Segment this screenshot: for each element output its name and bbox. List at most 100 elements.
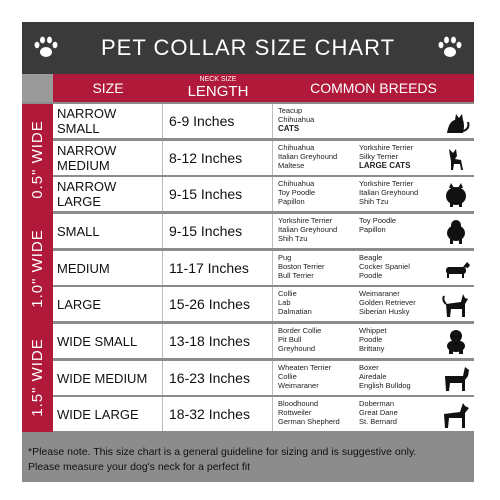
table-row: WIDE MEDIUM 16-23 Inches Wheaten Terrier Co… xyxy=(53,361,474,395)
breed-name: Weimaraner xyxy=(278,381,319,390)
breed-name: German Shepherd xyxy=(278,417,340,426)
width-band-1-0: 1.0" WIDE xyxy=(22,214,53,322)
breed-name: Poodle xyxy=(359,335,383,344)
header-corner xyxy=(22,74,53,102)
breeds-column-1: Pug Boston Terrier Bull Terrier xyxy=(278,253,325,280)
chihuahua-silhouette-icon xyxy=(449,149,463,170)
footnote: *Please note. This size chart is a gener… xyxy=(22,438,474,482)
length-cell: 8-12 Inches xyxy=(163,141,273,175)
breed-name: Wheaten Terrier xyxy=(278,363,332,372)
husky-silhouette-icon xyxy=(442,294,468,317)
breed-name: Italian Greyhound xyxy=(359,188,419,197)
table-header: SIZE NECK SIZE LENGTH COMMON BREEDS xyxy=(53,74,474,102)
width-band-1-5: 1.5" WIDE xyxy=(22,322,53,432)
breeds-column-2: Yorkshire Terrier Silky Terrier LARGE CATS xyxy=(359,143,413,170)
breed-name: St. Bernard xyxy=(359,417,397,426)
size-cell: NARROW MEDIUM xyxy=(53,141,163,175)
breeds-cell: Border Collie Pit Bull Greyhound Whippet Poo… xyxy=(273,324,438,358)
table-row: WIDE LARGE 18-32 Inches Bloodhound Rottweil… xyxy=(53,397,474,431)
breed-name: Yorkshire Terrier xyxy=(278,216,333,225)
size-cell: WIDE MEDIUM xyxy=(53,361,163,395)
breed-name: Poodle xyxy=(359,271,383,280)
breed-name: Doberman xyxy=(359,399,395,408)
width-band-0-5: 0.5" WIDE xyxy=(22,104,53,214)
length-cell: 6-9 Inches xyxy=(163,104,273,138)
breed-name: Toy Poodle xyxy=(278,188,316,197)
cat-silhouette-icon xyxy=(447,114,470,133)
breeds-cell: Bloodhound Rottweiler German Shepherd Dober… xyxy=(273,397,438,431)
length-cell: 13-18 Inches xyxy=(163,324,273,358)
breeds-cell: Collie Lab Dalmatian Weimaraner Golden Retri… xyxy=(273,287,438,321)
table-row: WIDE SMALL 13-18 Inches Border Collie Pit B… xyxy=(53,324,474,358)
breed-name: Shih Tzu xyxy=(359,197,389,206)
breed-name: Collie xyxy=(278,372,297,381)
width-band-label: 1.0" WIDE xyxy=(29,228,47,308)
breed-name: Beagle xyxy=(359,253,383,262)
table-row: SMALL 9-15 Inches Yorkshire Terrier Italian… xyxy=(53,214,474,248)
boxer-silhouette-icon xyxy=(445,367,469,391)
breeds-cell: Chihuahua Italian Greyhound Maltese Yorkshi… xyxy=(273,141,438,175)
breed-name: Chihuahua xyxy=(278,179,315,188)
size-cell: MEDIUM xyxy=(53,251,163,285)
breeds-column-2: Yorkshire Terrier Italian Greyhound Shih T… xyxy=(359,179,418,206)
breeds-column-2: Boxer Airedale English Bulldog xyxy=(359,363,411,390)
breed-name: Whippet xyxy=(359,326,387,335)
breed-name: CATS xyxy=(278,124,300,133)
breed-name: Siberian Husky xyxy=(359,307,410,316)
breed-name: Pug xyxy=(278,253,292,262)
breed-name: Rottweiler xyxy=(278,408,312,417)
breed-name: Papillon xyxy=(359,225,386,234)
size-cell: WIDE LARGE xyxy=(53,397,163,431)
breed-name: Teacup xyxy=(278,106,303,115)
breed-name: Bloodhound xyxy=(278,399,319,408)
breeds-cell: Chihuahua Toy Poodle Papillon Yorkshire Ter… xyxy=(273,177,438,211)
breeds-column-2: Toy Poodle Papillon xyxy=(359,216,396,234)
paw-print-icon xyxy=(438,36,462,57)
length-cell: 18-32 Inches xyxy=(163,397,273,431)
breed-name: Yorkshire Terrier xyxy=(359,143,414,152)
breed-name: Great Dane xyxy=(359,408,398,417)
breed-name: Bull Terrier xyxy=(278,271,314,280)
footnote-line-1: *Please note. This size chart is a gener… xyxy=(28,446,417,458)
breed-name: Silky Terrier xyxy=(359,152,399,161)
breed-name: Weimaraner xyxy=(359,289,400,298)
doberman-silhouette-icon xyxy=(444,403,469,428)
dachshund-silhouette-icon xyxy=(446,262,470,278)
breed-name: LARGE CATS xyxy=(359,161,411,170)
width-band-label: 0.5" WIDE xyxy=(29,119,47,199)
breeds-column-1: Collie Lab Dalmatian xyxy=(278,289,312,316)
header-common-breeds: COMMON BREEDS xyxy=(310,80,437,96)
breeds-cell: Pug Boston Terrier Bull Terrier Beagle Cocke… xyxy=(273,251,438,285)
breed-name: Boston Terrier xyxy=(278,262,325,271)
length-cell: 15-26 Inches xyxy=(163,287,273,321)
length-cell: 9-15 Inches xyxy=(163,177,273,211)
breed-name: Brittany xyxy=(359,344,385,353)
breeds-column-1: Teacup Chihuahua CATS xyxy=(278,106,314,133)
breed-name: Dalmatian xyxy=(278,307,312,316)
header-length-label: LENGTH xyxy=(187,83,249,100)
size-cell: NARROW SMALL xyxy=(53,104,163,138)
breeds-cell: Yorkshire Terrier Italian Greyhound Shih T… xyxy=(273,214,438,248)
breed-name: Airedale xyxy=(359,372,387,381)
breeds-column-2: Weimaraner Golden Retriever Siberian Husky xyxy=(359,289,416,316)
size-cell: SMALL xyxy=(53,214,163,248)
size-cell: LARGE xyxy=(53,287,163,321)
breeds-column-1: Bloodhound Rottweiler German Shepherd xyxy=(278,399,340,426)
breed-name: Pit Bull xyxy=(278,335,302,344)
header-length: NECK SIZE LENGTH xyxy=(163,74,273,102)
breeds-cell: Teacup Chihuahua CATS xyxy=(273,104,438,138)
breed-name: Golden Retriever xyxy=(359,298,416,307)
breed-name: Italian Greyhound xyxy=(278,152,338,161)
size-cell: NARROW LARGE xyxy=(53,177,163,211)
breed-name: English Bulldog xyxy=(359,381,411,390)
table-row: LARGE 15-26 Inches Collie Lab Dalmatian Weima… xyxy=(53,287,474,321)
breeds-cell: Wheaten Terrier Collie Weimaraner Boxer Aire… xyxy=(273,361,438,395)
breeds-column-2: Whippet Poodle Brittany xyxy=(359,326,387,353)
length-cell: 11-17 Inches xyxy=(163,251,273,285)
breed-name: Cocker Spaniel xyxy=(359,262,410,271)
breeds-column-2: Beagle Cocker Spaniel Poodle xyxy=(359,253,410,280)
header-size: SIZE xyxy=(92,80,124,96)
width-band-label: 1.5" WIDE xyxy=(29,337,47,417)
breed-name: Italian Greyhound xyxy=(278,225,338,234)
pomeranian-silhouette-icon xyxy=(446,183,466,207)
